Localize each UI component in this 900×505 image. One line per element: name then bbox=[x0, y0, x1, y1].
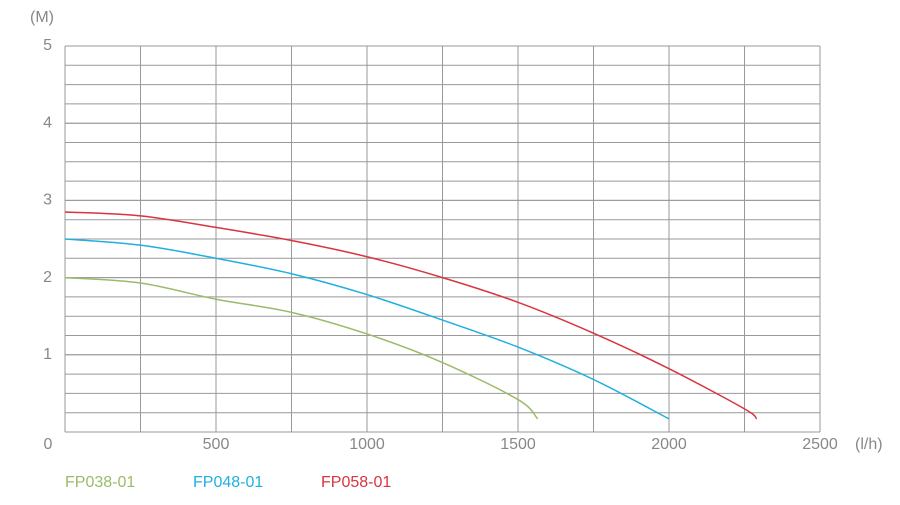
y-unit-label: (M) bbox=[30, 9, 54, 26]
legend-entry: FP048-01 bbox=[193, 474, 263, 491]
x-tick-label: 1000 bbox=[349, 436, 385, 453]
y-tick-label: 3 bbox=[43, 192, 52, 209]
y-tick-label: 2 bbox=[43, 269, 52, 286]
x-tick-label: 2500 bbox=[802, 436, 838, 453]
x-unit-label: (l/h) bbox=[855, 436, 883, 453]
legend-entry: FP038-01 bbox=[65, 474, 135, 491]
series-line bbox=[64, 238, 670, 420]
x-tick-label: 500 bbox=[203, 436, 230, 453]
series-line bbox=[64, 276, 539, 420]
y-tick-label: 5 bbox=[43, 37, 52, 54]
y-tick-label: 4 bbox=[43, 114, 52, 131]
x-tick-label: 0 bbox=[44, 436, 53, 453]
x-tick-label: 2000 bbox=[651, 436, 687, 453]
legend-entry: FP058-01 bbox=[321, 474, 391, 491]
x-tick-label: 1500 bbox=[500, 436, 536, 453]
y-tick-label: 1 bbox=[43, 346, 52, 363]
series-line bbox=[64, 211, 758, 420]
